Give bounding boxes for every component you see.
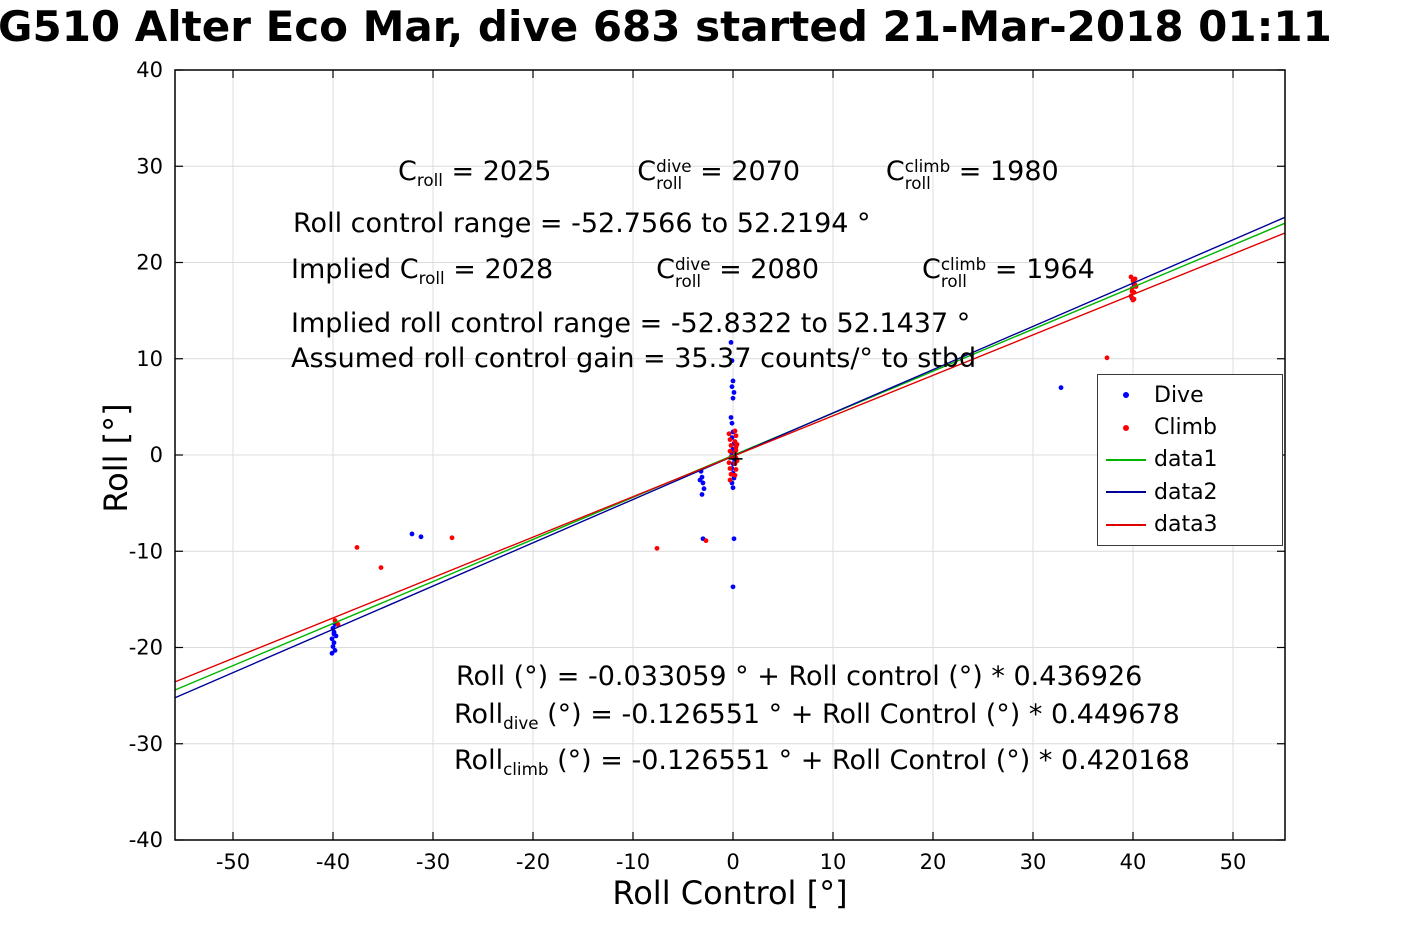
annotation-implied-roll-control-range: Implied roll control range = -52.8322 to… [291, 308, 971, 339]
legend-dot-marker [1098, 424, 1154, 431]
svg-text:-20: -20 [129, 636, 163, 660]
svg-text:-10: -10 [129, 539, 163, 563]
svg-text:0: 0 [150, 443, 163, 467]
svg-text:10: 10 [136, 347, 163, 371]
legend-item-data1: data1 [1098, 447, 1282, 472]
origin-plus-marker [728, 451, 743, 466]
svg-text:30: 30 [1020, 850, 1047, 874]
svg-text:-10: -10 [616, 850, 650, 874]
svg-text:50: 50 [1220, 850, 1247, 874]
svg-text:0: 0 [726, 850, 739, 874]
svg-text:-50: -50 [216, 850, 250, 874]
legend-item-data2: data2 [1098, 480, 1282, 505]
legend-line-marker [1098, 458, 1154, 461]
svg-text:30: 30 [136, 154, 163, 178]
annotation-roll-control-range: Roll control range = -52.7566 to 52.2194… [293, 208, 871, 239]
legend-label: data2 [1154, 479, 1218, 505]
chart-title: G510 Alter Eco Mar, dive 683 started 21-… [0, 2, 1332, 51]
svg-text:-20: -20 [516, 850, 550, 874]
svg-text:20: 20 [136, 251, 163, 275]
svg-text:40: 40 [1120, 850, 1147, 874]
svg-text:-30: -30 [416, 850, 450, 874]
series-data3 [174, 232, 1286, 683]
legend-label: Climb [1154, 415, 1217, 441]
annotation-fit-dive: Rolldive (°) = -0.126551 ° + Roll Contro… [454, 699, 1180, 733]
legend-item-climb: Climb [1098, 415, 1282, 440]
legend-label: data1 [1154, 447, 1218, 473]
legend-line-marker [1098, 491, 1154, 494]
legend: Dive Climb data1 data2 data3 [1097, 374, 1283, 546]
plot-border [174, 69, 1286, 841]
legend-item-dive: Dive [1098, 383, 1282, 408]
annotation-fit-climb: Rollclimb (°) = -0.126551 ° + Roll Contr… [454, 745, 1190, 779]
svg-text:-40: -40 [316, 850, 350, 874]
svg-text:-40: -40 [129, 828, 163, 852]
svg-text:20: 20 [920, 850, 947, 874]
svg-text:40: 40 [136, 58, 163, 82]
tick-labels: -50 -40 -30 -20 -10 0 10 20 30 40 50 -40 -30 -20 -10 0 1… [129, 58, 1247, 874]
legend-dot-marker [1098, 392, 1154, 399]
legend-line-marker [1098, 523, 1154, 526]
y-axis-label: Roll [°] [97, 403, 135, 513]
svg-text:-30: -30 [129, 732, 163, 756]
annotation-assumed-gain: Assumed roll control gain = 35.37 counts… [291, 343, 977, 374]
legend-label: Dive [1154, 382, 1204, 408]
svg-text:10: 10 [820, 850, 847, 874]
legend-label: data3 [1154, 512, 1218, 538]
legend-item-data3: data3 [1098, 512, 1282, 537]
annotation-fit-all: Roll (°) = -0.033059 ° + Roll control (°… [456, 661, 1143, 692]
x-axis-label: Roll Control [°] [612, 874, 848, 912]
series-data1 [174, 222, 1286, 691]
